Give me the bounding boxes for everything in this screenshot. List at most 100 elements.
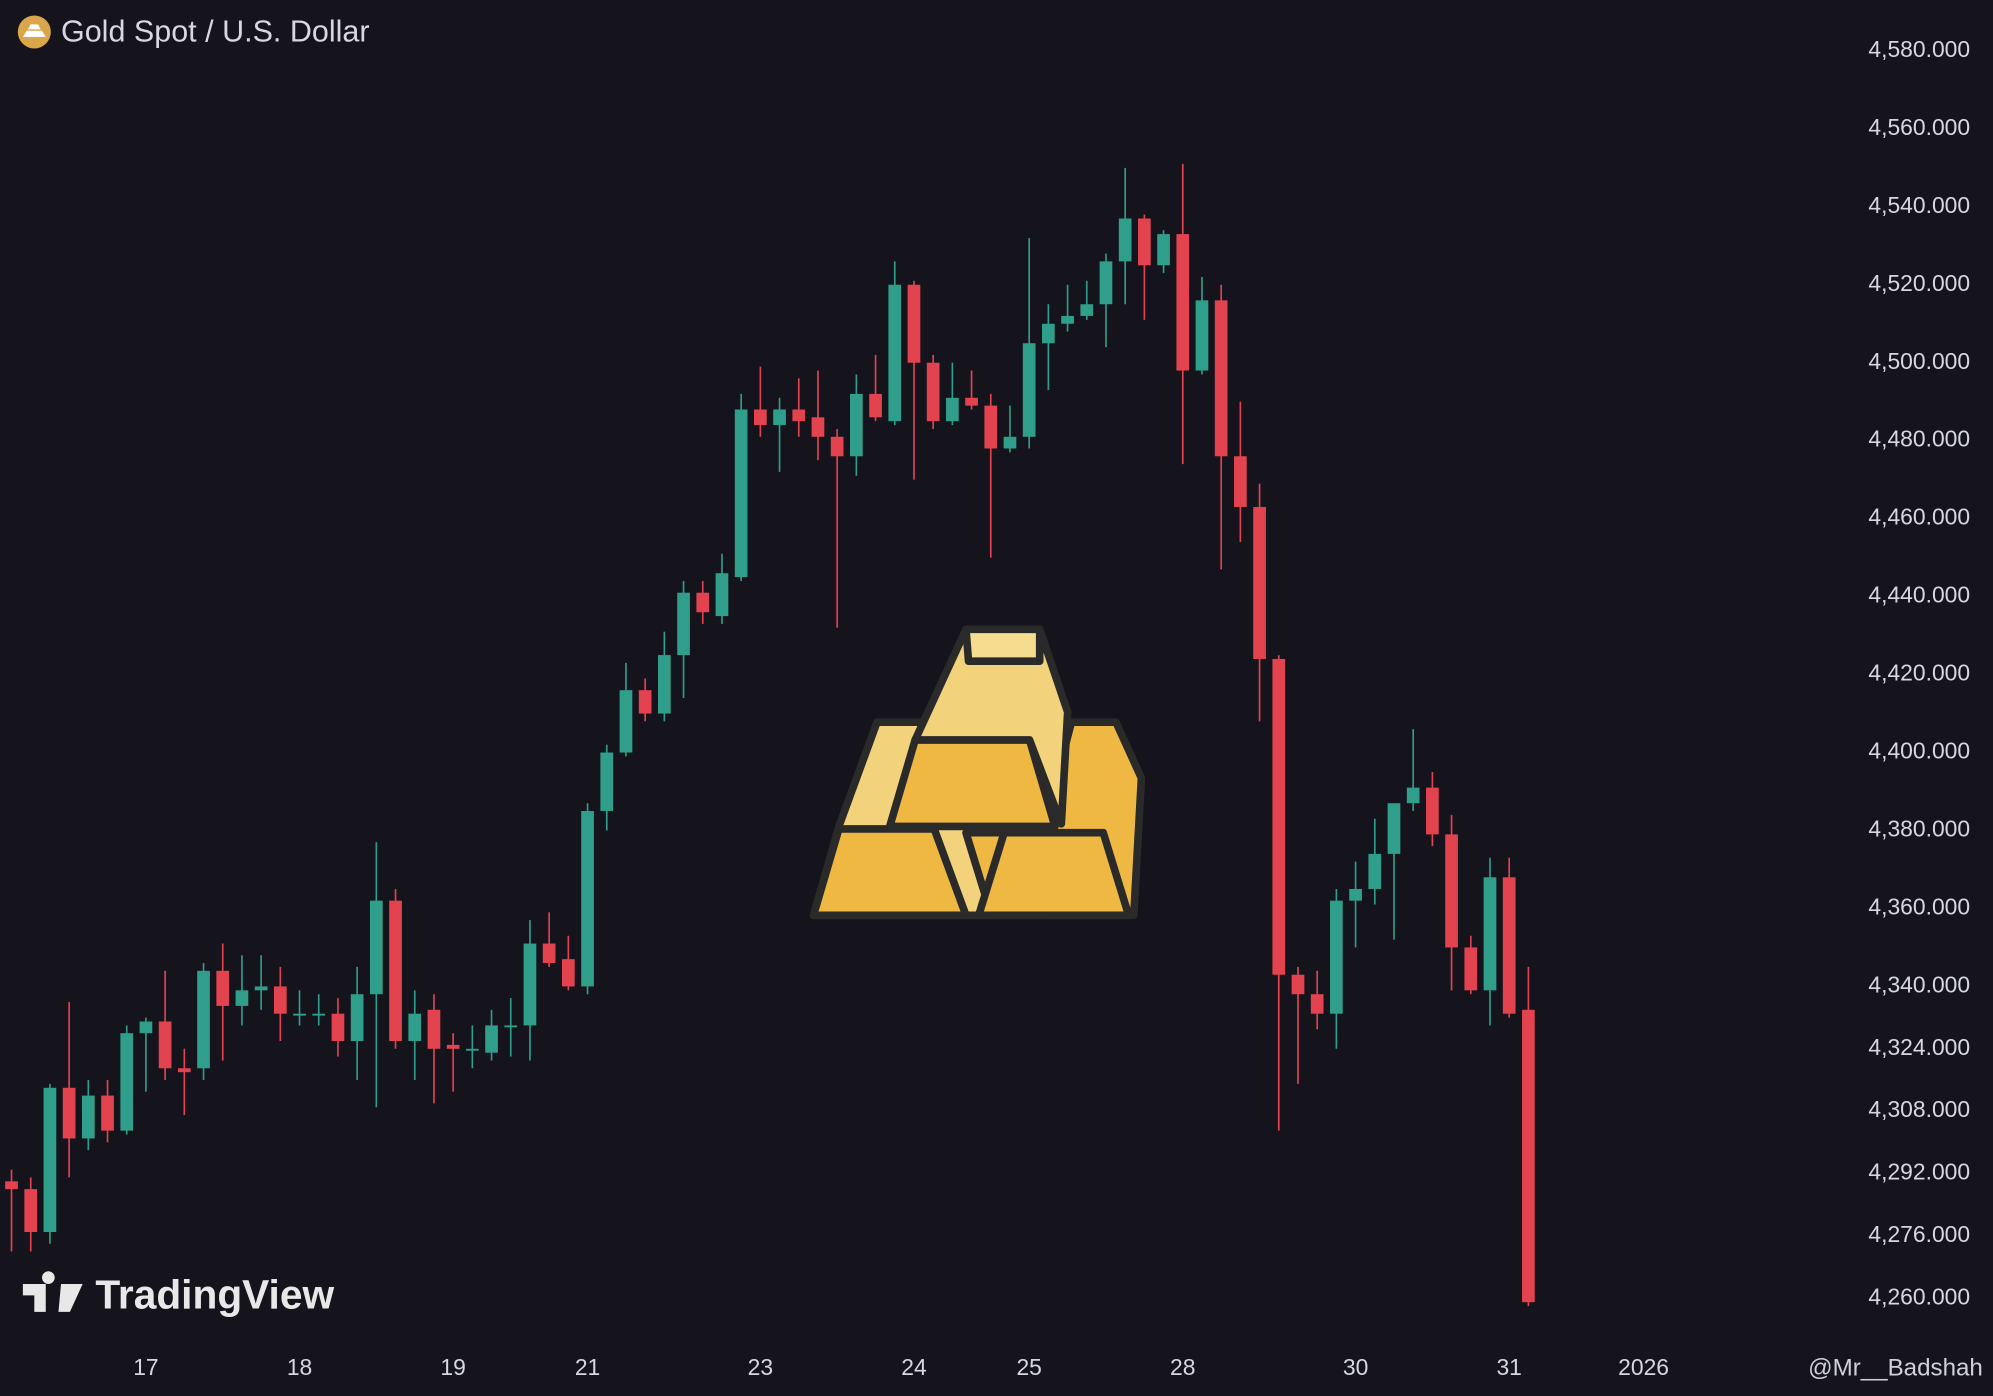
x-tick-label: 19	[440, 1354, 465, 1380]
candle-body	[1368, 853, 1382, 889]
y-tick-label: 4,380.000	[1868, 816, 1970, 842]
candle-body	[677, 592, 690, 656]
candle-body	[1272, 658, 1286, 975]
x-tick-label: 2026	[1618, 1354, 1669, 1380]
candle-body	[754, 409, 767, 426]
candle-body	[427, 1009, 441, 1049]
candle-body	[1349, 888, 1362, 901]
candle-body	[369, 900, 383, 995]
candle-body	[600, 752, 614, 812]
candle-body	[1522, 1009, 1535, 1303]
candle-body	[1291, 974, 1305, 995]
candle-body	[235, 990, 249, 1006]
y-tick-label: 4,540.000	[1868, 192, 1970, 218]
candle-body	[1310, 994, 1324, 1014]
candle-body	[984, 405, 998, 449]
candle-body	[81, 1095, 95, 1139]
candle-body	[1138, 218, 1151, 266]
y-tick-label: 4,520.000	[1868, 270, 1970, 296]
x-tick-label: 21	[575, 1354, 600, 1380]
x-tick-label: 31	[1496, 1354, 1521, 1380]
candle-body	[1118, 218, 1132, 262]
symbol-icon	[17, 15, 51, 49]
candle-body	[1022, 343, 1036, 437]
candle-body	[792, 409, 806, 422]
x-tick-label: 28	[1170, 1354, 1195, 1380]
candle-body	[350, 994, 364, 1041]
candle-body	[561, 959, 575, 987]
y-tick-label: 4,276.000	[1868, 1221, 1970, 1247]
candle-body	[1387, 803, 1401, 854]
x-tick-label: 17	[133, 1354, 158, 1380]
watermark: @Mr__Badshah	[1808, 1354, 1983, 1381]
candle-body	[1464, 947, 1478, 991]
tradingview-logo	[22, 1271, 83, 1312]
candle-body	[254, 986, 268, 991]
y-tick-label: 4,440.000	[1868, 582, 1970, 608]
x-tick-label: 24	[901, 1354, 927, 1380]
y-tick-label: 4,500.000	[1868, 348, 1970, 374]
y-tick-label: 4,308.000	[1868, 1096, 1970, 1122]
candle-body	[850, 393, 863, 457]
candle-body	[1195, 300, 1209, 371]
candle-body	[1061, 315, 1074, 324]
candle-body	[965, 397, 978, 406]
candle-body	[1426, 787, 1439, 835]
candle-body	[888, 284, 902, 422]
candle-body	[62, 1087, 76, 1139]
candle-body	[926, 362, 940, 422]
candle-body	[1099, 261, 1113, 305]
x-tick-label: 30	[1343, 1354, 1368, 1380]
candle-body	[389, 900, 402, 1041]
logo-text: TradingView	[95, 1272, 334, 1318]
candle-body	[1042, 323, 1055, 344]
candle-body	[485, 1025, 498, 1053]
candle-body	[1445, 834, 1458, 948]
y-tick-label: 4,400.000	[1868, 738, 1970, 764]
candle-body	[542, 943, 556, 964]
candle-body	[465, 1048, 479, 1051]
y-tick-label: 4,580.000	[1868, 36, 1970, 62]
candle-body	[504, 1025, 518, 1028]
candle-body	[1330, 900, 1343, 1014]
candle-body	[101, 1095, 114, 1131]
candle-body	[408, 1013, 422, 1041]
candle-body	[5, 1181, 18, 1190]
candle-body	[273, 986, 287, 1014]
candle-body	[446, 1044, 460, 1049]
candle-body	[139, 1021, 153, 1034]
candle-body	[1253, 506, 1266, 659]
candle-body	[197, 970, 210, 1069]
x-tick-label: 18	[287, 1354, 312, 1380]
chart-title: Gold Spot / U.S. Dollar	[61, 14, 370, 48]
candle-body	[1080, 304, 1094, 316]
candle-body	[177, 1068, 191, 1073]
candle-body	[312, 1013, 326, 1016]
x-tick-label: 25	[1016, 1354, 1041, 1380]
candle-body	[24, 1189, 38, 1233]
candle-body	[216, 970, 230, 1006]
candle-body	[293, 1013, 306, 1016]
y-tick-label: 4,460.000	[1868, 504, 1970, 530]
gold-bars-illustration	[809, 625, 1146, 920]
y-tick-label: 4,480.000	[1868, 426, 1970, 452]
candle-body	[120, 1033, 134, 1131]
candle-body	[657, 655, 671, 714]
candle-body	[43, 1087, 57, 1233]
candle-body	[1234, 456, 1247, 507]
candle-body	[523, 943, 537, 1026]
y-tick-label: 4,260.000	[1868, 1283, 1970, 1309]
y-tick-label: 4,360.000	[1868, 894, 1970, 920]
y-tick-label: 4,292.000	[1868, 1159, 1970, 1185]
candle-body	[1003, 436, 1017, 449]
y-tick-label: 4,340.000	[1868, 971, 1970, 997]
candle-body	[1157, 234, 1170, 266]
candle-body	[1406, 787, 1420, 804]
candle-body	[830, 436, 844, 457]
candle-body	[1483, 877, 1497, 991]
x-tick-label: 23	[748, 1354, 773, 1380]
candle-body	[811, 417, 825, 437]
y-tick-label: 4,420.000	[1868, 660, 1970, 686]
